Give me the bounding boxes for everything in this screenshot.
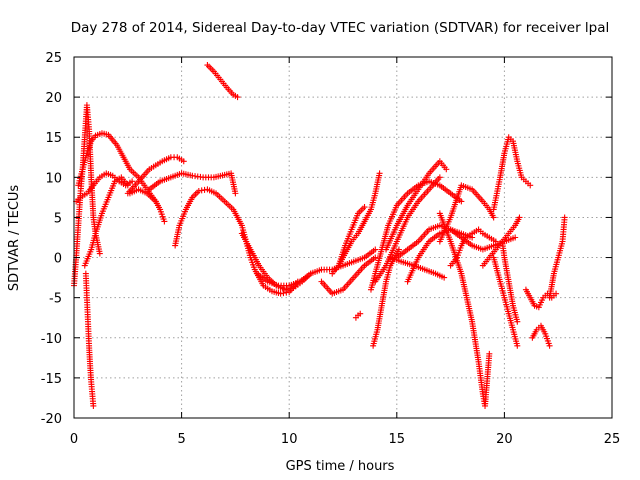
data-point <box>486 350 493 357</box>
y-tick-label: 0 <box>54 252 62 267</box>
series-arc32 <box>529 322 553 349</box>
series-arc19 <box>383 158 450 253</box>
series-arc08 <box>146 170 239 197</box>
data-point <box>124 182 131 189</box>
y-tick-label: -20 <box>41 412 62 427</box>
data-point <box>96 250 103 257</box>
data-point <box>514 342 521 349</box>
data-point <box>441 274 448 281</box>
grid <box>74 57 612 418</box>
y-tick-label: 20 <box>45 91 62 106</box>
series-arc24 <box>387 254 448 281</box>
data-point <box>458 198 465 205</box>
y-tick-label: -5 <box>49 292 62 307</box>
series-arc15 <box>335 170 383 269</box>
series-arc27 <box>490 134 534 213</box>
x-tick-label: 0 <box>70 432 78 447</box>
data-point <box>129 178 136 185</box>
data-point <box>357 310 364 317</box>
data-point <box>512 234 519 241</box>
y-tick-label: -10 <box>41 332 62 347</box>
series-arc25 <box>436 182 497 245</box>
data-point <box>180 158 187 165</box>
data-point <box>372 254 379 261</box>
data-point <box>90 402 97 409</box>
y-tick-label: 15 <box>45 131 62 146</box>
series-arc09 <box>172 186 301 297</box>
data-point <box>492 238 499 245</box>
series-arc07 <box>126 186 168 225</box>
data-point <box>376 170 383 177</box>
series-arc12 <box>253 246 379 289</box>
data-point <box>490 214 497 221</box>
x-axis-label: GPS time / hours <box>286 459 395 474</box>
data-point <box>527 182 534 189</box>
x-tick-label: 25 <box>604 432 621 447</box>
series-arc31 <box>522 286 560 311</box>
series-arc13 <box>318 254 379 297</box>
series-arc20 <box>372 174 443 285</box>
data-point <box>514 318 521 325</box>
plot-frame <box>73 56 613 419</box>
series-arc26 <box>447 226 499 269</box>
y-tick-label: -15 <box>41 372 62 387</box>
x-tick-label: 5 <box>177 432 185 447</box>
series-arc01 <box>71 102 103 289</box>
series-arc06 <box>124 154 187 197</box>
axis-ticks: 0 5 10 15 20 25 -20 -15 -10 -5 0 5 10 15 20 25 <box>41 51 621 447</box>
data-point <box>561 214 568 221</box>
data-point <box>232 190 239 197</box>
data-point <box>553 290 560 297</box>
data-point <box>372 246 379 253</box>
y-tick-label: 25 <box>45 51 62 66</box>
series-arc29 <box>490 254 521 349</box>
chart-title: Day 278 of 2014, Sidereal Day-to-day VTE… <box>71 20 610 36</box>
series-arc18 <box>370 246 402 349</box>
data-point <box>161 218 168 225</box>
data-point <box>546 342 553 349</box>
data-point <box>436 174 443 181</box>
data-point <box>516 214 523 221</box>
series-arc30 <box>499 238 521 325</box>
data-point <box>395 246 402 253</box>
data-point <box>361 204 368 211</box>
series-arc03 <box>75 130 159 205</box>
series-arc02 <box>82 270 97 409</box>
y-axis-label: SDTVAR / TECUs <box>7 185 22 292</box>
y-tick-label: 10 <box>45 171 62 186</box>
series-arc33 <box>546 214 568 301</box>
data-point <box>234 94 241 101</box>
data-point <box>443 166 450 173</box>
y-tick-label: 5 <box>54 211 62 226</box>
series-arc05 <box>81 174 131 269</box>
series-arc10 <box>204 62 241 101</box>
x-tick-label: 15 <box>389 432 406 447</box>
x-tick-label: 20 <box>496 432 513 447</box>
x-tick-label: 10 <box>281 432 298 447</box>
series-arc16 <box>352 310 364 321</box>
data-points <box>71 62 568 409</box>
